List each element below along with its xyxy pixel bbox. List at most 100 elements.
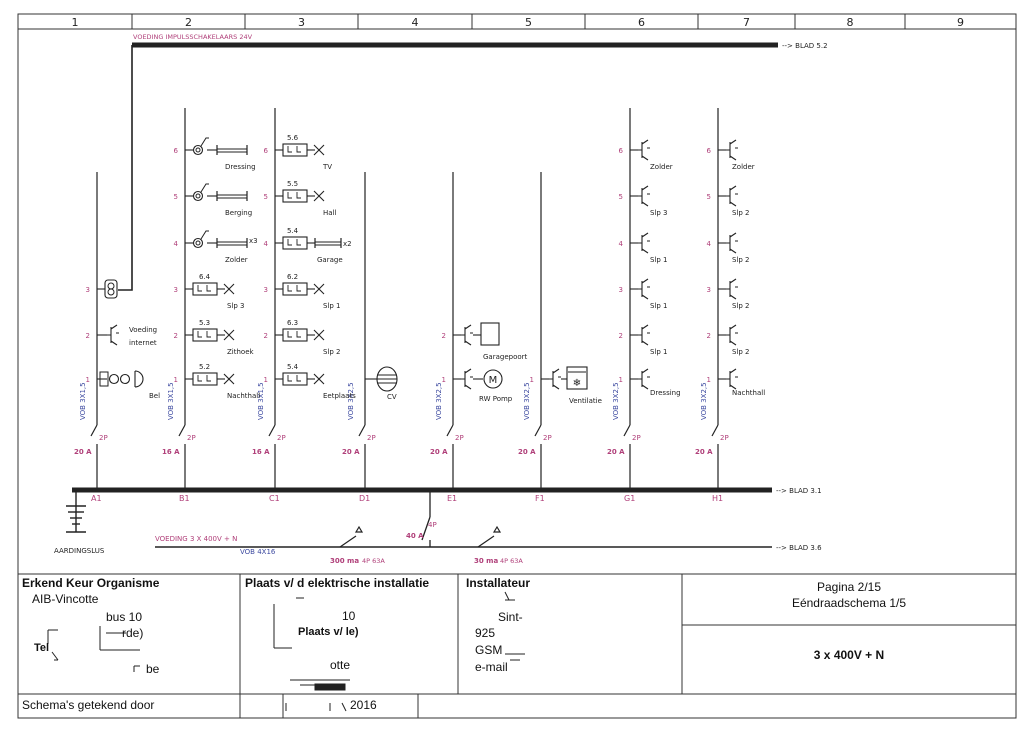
supply-ref: --> BLAD 5.2: [782, 42, 828, 50]
circuit-ref: 5.6: [287, 134, 299, 142]
terminal-number: 2: [86, 332, 90, 340]
socket-icon: [638, 368, 650, 390]
socket-icon: [726, 324, 738, 346]
load-label: Slp 3: [650, 209, 668, 217]
load-label: Slp 1: [323, 302, 341, 310]
terminal-number: 3: [619, 286, 623, 294]
impulse-relay-icon: [282, 328, 308, 342]
circuit-breaker-blade: [90, 424, 98, 437]
circuit-b1: VOB 3X1,5 2P 16 A B1: [162, 108, 196, 503]
lamp-icon: [313, 373, 325, 385]
lamp-icon: [313, 283, 325, 295]
fan-icon: ❄: [573, 378, 581, 389]
schema-name: Eéndraadschema 1/5: [791, 596, 907, 610]
motor-letter: M: [489, 375, 498, 386]
circuit-poles: 2P: [99, 434, 108, 442]
load-label: Zolder: [225, 256, 248, 264]
load-label: internet: [129, 339, 157, 347]
load-label-cv: CV: [387, 393, 397, 401]
door-motor-icon: [480, 322, 500, 346]
terminal-number: 3: [264, 286, 268, 294]
supply-24v-drop: [118, 45, 133, 291]
circuit-id: H1: [712, 494, 723, 503]
motor-icon: [483, 369, 503, 389]
terminal-number: 6: [619, 147, 624, 155]
drawing-date: 2016: [350, 698, 377, 712]
circuit-poles: 2P: [187, 434, 196, 442]
lamp-count: x2: [343, 240, 352, 248]
column-grid: 1 2 3 4 5 6 7 8 9: [72, 14, 964, 29]
socket-icon: [638, 232, 650, 254]
load-label-bel: Bel: [149, 392, 160, 400]
circuit-rating: 20 A: [430, 448, 448, 456]
install-line1: 10: [342, 609, 356, 623]
sheet-border: [17, 13, 1017, 719]
circuit-ref: 5.3: [199, 319, 210, 327]
main-switch-rating: 40 A: [406, 532, 424, 540]
earth-symbol: [66, 490, 86, 533]
load-label: Nachthall: [732, 389, 765, 397]
diff-switch-300: [339, 535, 357, 548]
column-number: 4: [412, 16, 419, 29]
circuit-id: A1: [91, 494, 102, 503]
circuit-f1: VOB 3X2,5 2P 20 A F1: [518, 172, 552, 503]
transformer-icon: [99, 371, 109, 387]
terminal-number: 3: [707, 286, 711, 294]
circuit-rating: 16 A: [252, 448, 270, 456]
lamp-icon: [223, 329, 235, 341]
circuit-rating: 16 A: [162, 448, 180, 456]
impulse-relay-icon: [282, 143, 308, 157]
installer-gsm: GSM: [475, 643, 503, 657]
load-label: Dressing: [650, 389, 681, 397]
socket-icon: [638, 278, 650, 300]
diff-300-triangle-icon: [354, 525, 364, 533]
load-label: Slp 2: [732, 348, 750, 356]
terminal-number: 5: [264, 193, 268, 201]
impulse-relay-icon: [282, 236, 308, 250]
lamp-icon: [223, 283, 235, 295]
diff-30-type: 4P 63A: [500, 557, 523, 565]
feeder-cable: VOB 4X16: [240, 548, 276, 556]
load-label: Zolder: [732, 163, 755, 171]
transformer-icon: [104, 279, 118, 299]
lamp-count: x3: [249, 237, 258, 245]
lamp-icon: [313, 190, 325, 202]
push-button-icon: [195, 147, 201, 153]
circuit-poles: 2P: [632, 434, 641, 442]
terminal-number: 5: [174, 193, 178, 201]
circuit-cable: VOB 3X1,5: [79, 382, 87, 420]
org-title: Erkend Keur Organisme: [22, 576, 160, 590]
circuit-cable: VOB 3X2,5: [347, 382, 355, 420]
terminal-number: 2: [619, 332, 623, 340]
push-button-icon: [195, 240, 201, 246]
terminal-number: 4: [264, 240, 269, 248]
network-type: 3 x 400V + N: [813, 648, 885, 662]
switch-lever-icon: [200, 137, 209, 147]
terminal-number: 1: [619, 376, 623, 384]
impulse-relay-icon: [282, 282, 308, 296]
earth-label: AARDINGSLUS: [54, 547, 105, 555]
loads: 1 Bel 2 Voeding internet 3 1 5.2 Nachthall 2 5.3 Zi…: [86, 134, 766, 405]
terminal-number: 6: [264, 147, 269, 155]
install-title: Plaats v/ d elektrische installatie: [245, 576, 430, 590]
circuit-a1: VOB 3X1,5 2P 20 A A1: [74, 172, 108, 503]
circuit-breaker-blade: [711, 424, 719, 437]
push-button-icon: [119, 373, 131, 385]
transformer-icon: [107, 288, 115, 296]
circuit-d1: VOB 3X2,5 2P 20 A D1: [342, 172, 376, 503]
org-tel: Tel: [34, 642, 50, 654]
feeder-ref: --> BLAD 3.6: [776, 544, 822, 552]
load-label: Dressing: [225, 163, 256, 171]
busbar-ref: --> BLAD 3.1: [776, 487, 822, 495]
circuit-poles: 2P: [367, 434, 376, 442]
circuit-ref: 6.2: [287, 273, 298, 281]
terminal-number: 6: [707, 147, 712, 155]
load-label: Slp 2: [323, 348, 341, 356]
circuit-id: D1: [359, 494, 370, 503]
load-label: Slp 2: [732, 209, 750, 217]
column-number: 1: [72, 16, 79, 29]
relay-contacts-icon: [287, 239, 301, 246]
load-label: Slp 1: [650, 302, 668, 310]
load-label: Ventilatie: [569, 397, 602, 405]
